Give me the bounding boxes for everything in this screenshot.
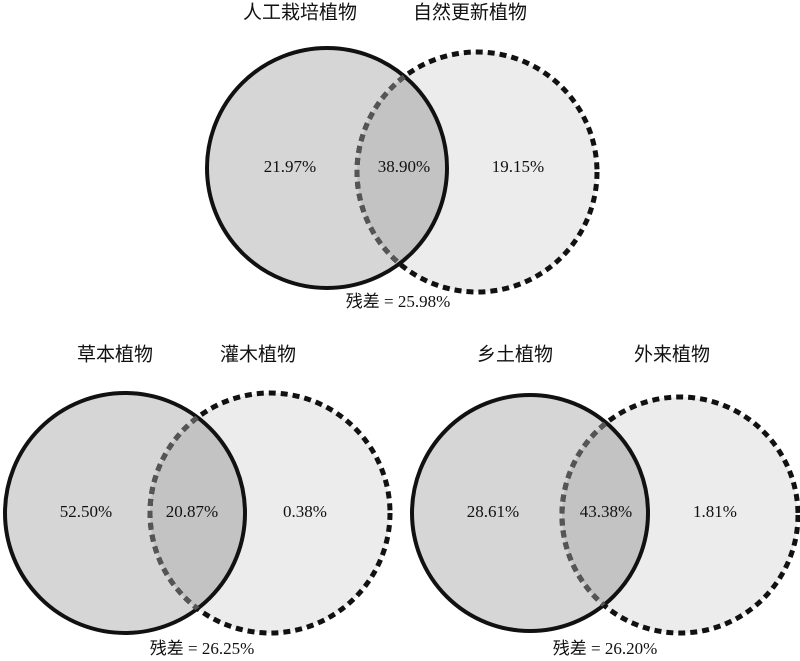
region-value: 28.61%: [467, 502, 519, 521]
set-label: 人工栽培植物: [243, 1, 357, 23]
set-label: 外来植物: [634, 343, 710, 365]
set-label: 自然更新植物: [413, 1, 527, 23]
set-label: 灌木植物: [220, 343, 296, 365]
region-value: 1.81%: [693, 502, 737, 521]
venn-diagram: 人工栽培植物 自然更新植物 21.97% 38.90% 19.15% 残差 = 25.98…: [205, 1, 600, 311]
venn-diagram: 草本植物 灌木植物 52.50% 20.87% 0.38% 残差 = 26.25%: [3, 343, 393, 658]
region-value: 20.87%: [166, 502, 218, 521]
set-b-outline-overlap: [354, 49, 447, 288]
set-a-outline: [410, 393, 650, 633]
residual: 残差 = 26.20%: [553, 639, 658, 658]
set-a-outline: [3, 391, 247, 635]
region-value: 0.38%: [283, 502, 327, 521]
set-b-outline-overlap: [147, 393, 245, 633]
set-label: 草本植物: [77, 343, 153, 365]
set-label: 乡土植物: [477, 343, 553, 365]
residual: 残差 = 25.98%: [346, 292, 451, 311]
set-a-outline: [205, 46, 449, 290]
region-value: 21.97%: [264, 157, 316, 176]
overlap-fill: [562, 397, 648, 631]
overlap-fill: [150, 393, 245, 633]
residual: 残差 = 26.25%: [150, 639, 255, 658]
region-value: 38.90%: [378, 157, 430, 176]
overlap-fill: [357, 52, 447, 288]
set-b-outline: [559, 394, 800, 636]
region-value: 52.50%: [60, 502, 112, 521]
region-value: 19.15%: [492, 157, 544, 176]
region-value: 43.38%: [580, 502, 632, 521]
venn-diagram: 乡土植物 外来植物 28.61% 43.38% 1.81% 残差 = 26.20%: [410, 343, 800, 658]
